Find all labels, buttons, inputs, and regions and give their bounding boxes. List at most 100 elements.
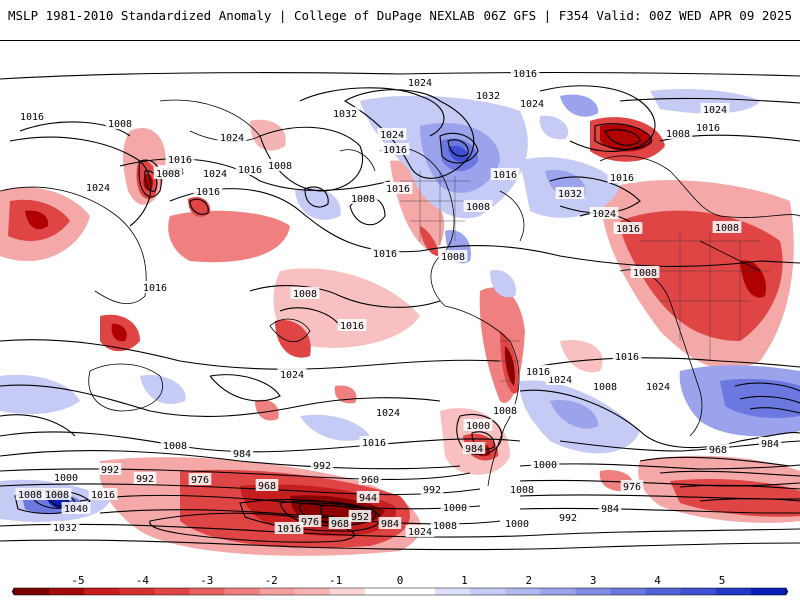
isobar-label-bg [348, 192, 378, 204]
isobar-label-bg [643, 380, 673, 392]
isobar-label-bg [188, 473, 212, 485]
isobar-label: 1008 [351, 194, 375, 205]
isobar-label-bg [255, 479, 279, 491]
isobar-label-bg [462, 442, 486, 454]
isobar-label-bg [200, 167, 230, 179]
isobar-label-bg [758, 437, 782, 449]
isobar-label-bg [620, 480, 644, 492]
isobar-label: 992 [559, 513, 577, 524]
isobar-label-bg [42, 488, 72, 500]
isobar-label: 984 [233, 449, 251, 460]
colorbar-legend: -5 -4 -3 -2 -1 0 1 2 3 4 5 [0, 565, 800, 600]
isobar-label: 1016 [616, 224, 640, 235]
isobar-label: 1008 [433, 521, 457, 532]
isobar-label: 1024 [592, 209, 616, 220]
isobar-label-bg [473, 89, 503, 101]
colorbar-band [14, 588, 50, 595]
isobar-label: 1016 [513, 69, 537, 80]
isobar-label-bg [328, 517, 352, 529]
positive-anomaly-shading [0, 89, 800, 522]
isobar-label: 984 [761, 439, 779, 450]
isobar-label: 1032 [53, 523, 77, 534]
isobar-label-bg [502, 517, 532, 529]
isobar-label: 1000 [54, 473, 78, 484]
isobar-label-bg [337, 319, 367, 331]
colorbar-tick-label: 1 [461, 574, 468, 587]
isobar-label: 1008 [45, 490, 69, 501]
colorbar-tick-label: 3 [590, 574, 597, 587]
isobar-label: 1008 [493, 406, 517, 417]
isobar-label: 1016 [238, 165, 262, 176]
isobar-label: 1008 [666, 129, 690, 140]
isobar-label-bg [274, 522, 304, 534]
map-canvas: 1016102410321032102410241016100810241016… [0, 41, 800, 561]
isobar-label-bg [230, 447, 254, 459]
colorbar-band [645, 588, 682, 595]
model-run-info: 06Z GFS | F354 Valid: 00Z WED APR 09 202… [483, 8, 792, 23]
isobar-label: 1016 [277, 524, 301, 535]
isobar-label-bg [420, 483, 444, 495]
isobar-label: 1016 [168, 155, 192, 166]
isobar-label: 1008 [293, 289, 317, 300]
isobar-label-bg [378, 517, 402, 529]
map-title: MSLP 1981-2010 Standardized Anomaly | Co… [8, 8, 475, 23]
isobar-label-bg [348, 510, 372, 522]
isobar-label: 1024 [203, 169, 227, 180]
isobar-label: 1016 [526, 367, 550, 378]
isobar-label-bg [359, 436, 389, 448]
header: MSLP 1981-2010 Standardized Anomaly | Co… [0, 0, 800, 40]
isobar-label: 1024 [520, 99, 544, 110]
colorbar-band [49, 588, 85, 595]
isobar-label-bg [193, 185, 223, 197]
isobar-label-bg [630, 266, 660, 278]
isobar-label-bg [463, 419, 493, 431]
isobar-label: 1016 [91, 490, 115, 501]
isobar-label-bg [507, 483, 537, 495]
isobar-label-bg [140, 281, 170, 293]
colorbar-band [470, 588, 506, 595]
isobar-label: 1000 [505, 519, 529, 530]
isobar-label-bg [556, 511, 580, 523]
colorbar-band [715, 588, 752, 595]
isobar-label-bg [555, 187, 585, 199]
isobar-label-bg [277, 368, 307, 380]
colorbar-band [505, 588, 541, 595]
colorbar-band [680, 588, 717, 595]
isobar-label-bg [133, 472, 157, 484]
isobar-label-bg [290, 287, 320, 299]
isobar-label: 1016 [196, 187, 220, 198]
isobar-label-bg [83, 181, 113, 193]
colorbar-band [154, 588, 190, 595]
anomaly-map: 1016 1024 1032 1032 1024 1024 1016 1008 1024 1016… [0, 40, 800, 561]
isobar-label: 1016 [362, 438, 386, 449]
colorbar-band [294, 588, 331, 595]
isobar-label: 1000 [533, 460, 557, 471]
isobar-label-bg [598, 502, 622, 514]
isobar-label-bg [105, 117, 135, 129]
isobar-label-bg [712, 221, 742, 233]
colorbar-band [400, 588, 436, 595]
isobar-label-bg [607, 171, 637, 183]
isobar-label: 992 [423, 485, 441, 496]
colorbar-band [750, 588, 787, 595]
colorbar-tick-label: -3 [200, 574, 213, 587]
colorbar-band [189, 588, 226, 595]
isobar-label-bg [15, 488, 45, 500]
isobar-label: 960 [361, 475, 379, 486]
colorbar-border [13, 587, 787, 596]
isobar-label: 1016 [615, 352, 639, 363]
isobar-label: 1016 [143, 283, 167, 294]
isobar-label-bg [51, 471, 81, 483]
isobar-label: 992 [101, 465, 119, 476]
isobar-label: 1008 [268, 161, 292, 172]
isobar-label-bg [523, 365, 553, 377]
isobar-label: 1032 [558, 189, 582, 200]
isobar-label: 1008 [156, 169, 180, 180]
isobar-label: 1008 [593, 382, 617, 393]
isobar-label-bg [217, 131, 247, 143]
isobar-label: 1008 [510, 485, 534, 496]
isobar-label: 1016 [386, 184, 410, 195]
isobar-label: 1016 [696, 123, 720, 134]
isobar-label-bg [706, 443, 730, 455]
colorbar-tick-label: -5 [71, 574, 84, 587]
